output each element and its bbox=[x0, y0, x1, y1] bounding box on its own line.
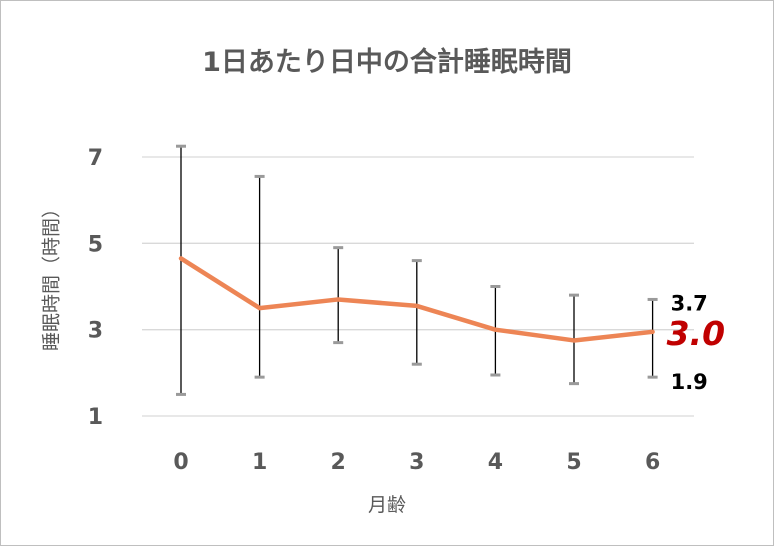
x-tick-label: 1 bbox=[252, 450, 267, 475]
annotation-mean: 3.0 bbox=[667, 314, 725, 353]
x-tick-label: 5 bbox=[566, 450, 581, 475]
annotation-upper: 3.7 bbox=[671, 291, 708, 315]
x-tick-label: 3 bbox=[409, 450, 424, 475]
y-tick-label: 1 bbox=[88, 405, 103, 430]
annotations: 3.73.0 1.9 bbox=[667, 291, 725, 394]
y-tick-labels: 1 3 5 7 bbox=[88, 146, 103, 430]
error-bars bbox=[176, 144, 658, 396]
series-lines bbox=[178, 256, 655, 343]
x-axis-label: 月齢 bbox=[367, 494, 406, 516]
chart-title: 1日あたり日中の合計睡眠時間 bbox=[202, 47, 572, 78]
annotation-lower: 1.9 bbox=[671, 370, 708, 394]
x-tick-labels: 0 1 2 3 4 5 6 bbox=[173, 450, 660, 475]
y-tick-label: 7 bbox=[88, 146, 103, 171]
x-tick-label: 4 bbox=[488, 450, 503, 475]
x-tick-label: 2 bbox=[331, 450, 346, 475]
gridlines bbox=[142, 156, 694, 417]
x-tick-label: 0 bbox=[173, 450, 188, 475]
y-tick-label: 3 bbox=[88, 319, 103, 344]
x-tick-label: 6 bbox=[645, 450, 660, 475]
series-line bbox=[178, 256, 655, 343]
y-tick-label: 5 bbox=[88, 232, 103, 257]
